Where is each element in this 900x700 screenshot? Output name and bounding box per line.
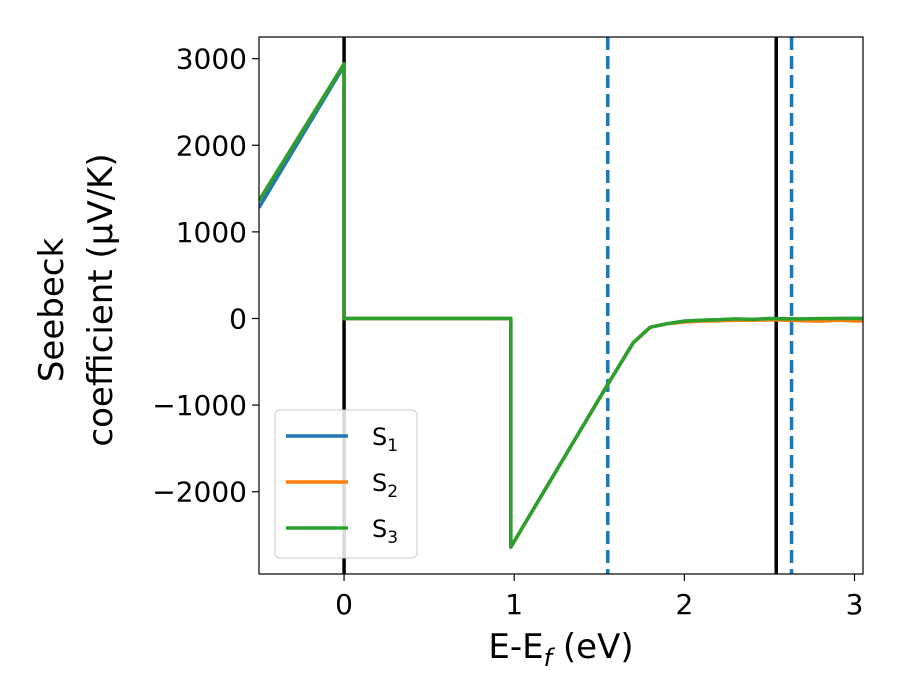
- y-axis-label-line2: coefficient (μV/K): [81, 153, 121, 446]
- legend-box: [274, 409, 418, 559]
- y-tick-label: −2000: [152, 476, 247, 509]
- y-tick-label: 1000: [176, 216, 247, 249]
- legend-label-S2: S2: [372, 469, 398, 502]
- x-tick-label: 3: [846, 588, 864, 621]
- legend: S1 S2 S3: [274, 409, 418, 559]
- legend-label-S3: S3: [372, 515, 398, 548]
- x-axis-label-unit: (eV): [552, 627, 634, 667]
- plot-frame: [258, 36, 864, 575]
- y-tick-label: 0: [229, 302, 247, 335]
- legend-label-S1: S1: [372, 423, 398, 456]
- x-tick-label: 0: [335, 588, 353, 621]
- y-axis-label-line1: Seebeck: [32, 238, 72, 383]
- y-tick-label: −1000: [152, 389, 247, 422]
- x-axis-label: E-Ef (eV): [488, 627, 633, 672]
- x-tick-label: 2: [675, 588, 693, 621]
- series-line-S3: [259, 62, 863, 549]
- y-tick-label: 3000: [176, 43, 247, 76]
- x-tick-label: 1: [505, 588, 523, 621]
- y-tick-label: 2000: [176, 129, 247, 162]
- x-axis-label-main: E-E: [488, 627, 543, 667]
